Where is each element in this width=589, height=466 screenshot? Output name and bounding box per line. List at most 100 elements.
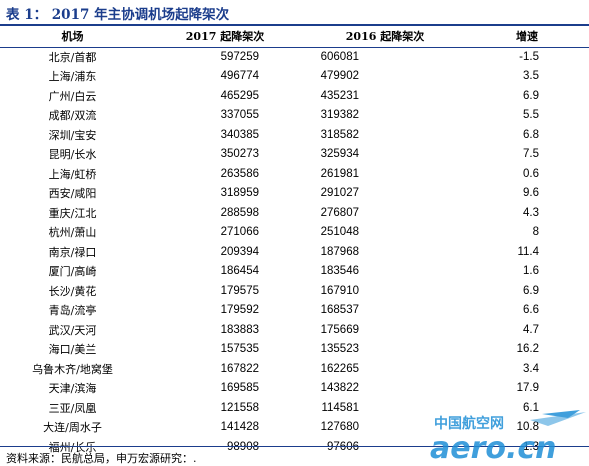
cell-growth: 8 xyxy=(532,226,539,238)
cell-2017: 186454 xyxy=(220,265,259,277)
cell-growth: 1.3 xyxy=(465,437,589,457)
cell-airport: 福州/长乐 xyxy=(0,437,145,457)
cell-airport: 重庆/江北 xyxy=(0,203,145,223)
cell-2017: 597259 xyxy=(145,47,305,67)
table-row: 深圳/宝安 340385 318582 6.8 xyxy=(0,125,589,145)
cell-2017: 141428 xyxy=(220,421,259,433)
table-row: 上海/浦东 496774 479902 3.5 xyxy=(0,67,589,87)
cell-airport: 青岛/流亭 xyxy=(48,304,97,317)
cell-2017: 340385 xyxy=(145,125,305,145)
cell-airport: 昆明/长水 xyxy=(48,148,97,161)
cell-airport: 海口/美兰 xyxy=(48,343,97,356)
cell-airport: 上海/浦东 xyxy=(48,70,97,83)
cell-growth: 16.2 xyxy=(516,343,539,355)
table-row: 杭州/萧山 271066 251048 8 xyxy=(0,223,589,243)
cell-2017: 167822 xyxy=(145,359,305,379)
airport-movements-table: 机场 2017 起降架次 2016 起降架次 增速 北京/首都 597259 606… xyxy=(0,27,589,457)
cell-2017: 157535 xyxy=(220,343,259,355)
aero-cn-logo: 中国航空网 aero.cn xyxy=(430,410,586,464)
table-row: 昆明/长水 350273 325934 7.5 xyxy=(0,145,589,165)
cell-2017: 209394 xyxy=(145,242,305,262)
cell-2016: 251048 xyxy=(320,226,359,238)
cell-airport: 广州/白云 xyxy=(0,86,145,106)
cell-growth: 3.4 xyxy=(465,359,589,379)
header-airport: 机场 xyxy=(61,30,84,43)
cell-2017: 121558 xyxy=(145,398,305,418)
cell-2016: 183546 xyxy=(320,265,359,277)
svg-text:aero.cn: aero.cn xyxy=(430,431,557,464)
cell-airport: 大连/周水子 xyxy=(43,421,102,434)
cell-airport: 上海/虹桥 xyxy=(0,164,145,184)
cell-2016: 127680 xyxy=(320,421,359,433)
cell-growth: -1.5 xyxy=(465,47,589,67)
cell-2017: 169585 xyxy=(220,382,259,394)
table-header-row: 机场 2017 起降架次 2016 起降架次 增速 xyxy=(0,27,589,47)
cell-2016: 276807 xyxy=(305,203,465,223)
cell-2016: 319382 xyxy=(320,109,359,121)
cell-2017: 263586 xyxy=(145,164,305,184)
table-row: 武汉/天河 183883 175669 4.7 xyxy=(0,320,589,340)
table-row: 上海/虹桥 263586 261981 0.6 xyxy=(0,164,589,184)
table-row: 乌鲁木齐/地窝堡 167822 162265 3.4 xyxy=(0,359,589,379)
cell-growth: 5.5 xyxy=(523,109,539,121)
cell-2016: 143822 xyxy=(320,382,359,394)
cell-growth: 6.8 xyxy=(465,125,589,145)
source-note: 资料来源：民航总局，申万宏源研究：. xyxy=(6,452,197,465)
cell-airport: 长沙/黄花 xyxy=(0,281,145,301)
cell-growth: 3.5 xyxy=(523,70,539,82)
table-row: 海口/美兰 157535 135523 16.2 xyxy=(0,340,589,360)
header-2017: 2017 起降架次 xyxy=(185,30,265,43)
table-row: 三亚/凤凰 121558 114581 6.1 xyxy=(0,398,589,418)
cell-growth: 1.6 xyxy=(523,265,539,277)
table-row: 成都/双流 337055 319382 5.5 xyxy=(0,106,589,126)
cell-airport: 厦门/高崎 xyxy=(48,265,97,278)
cell-2016: 135523 xyxy=(320,343,359,355)
cell-2017: 496774 xyxy=(220,70,259,82)
cell-airport: 武汉/天河 xyxy=(0,320,145,340)
cell-growth: 6.9 xyxy=(465,86,589,106)
cell-2017: 179592 xyxy=(220,304,259,316)
cell-2016: 168537 xyxy=(320,304,359,316)
cell-2017: 337055 xyxy=(220,109,259,121)
bottom-rule xyxy=(0,446,589,447)
cell-2016: 175669 xyxy=(305,320,465,340)
table-row: 重庆/江北 288598 276807 4.3 xyxy=(0,203,589,223)
cell-2017: 271066 xyxy=(220,226,259,238)
cell-growth: 17.9 xyxy=(516,382,539,394)
cell-airport: 南京/禄口 xyxy=(0,242,145,262)
cell-2016: 162265 xyxy=(305,359,465,379)
cell-growth: 9.6 xyxy=(523,187,539,199)
cell-2016: 479902 xyxy=(320,70,359,82)
cell-2016: 187968 xyxy=(305,242,465,262)
cell-airport: 西安/咸阳 xyxy=(48,187,97,200)
table-row: 南京/禄口 209394 187968 11.4 xyxy=(0,242,589,262)
cell-2017: 288598 xyxy=(145,203,305,223)
cell-2017: 179575 xyxy=(145,281,305,301)
header-2016: 2016 起降架次 xyxy=(345,30,425,43)
cell-airport: 深圳/宝安 xyxy=(0,125,145,145)
cell-2016: 167910 xyxy=(305,281,465,301)
cell-2016: 261981 xyxy=(305,164,465,184)
table-title: 表 1： 2017 年主协调机场起降架次 xyxy=(6,7,230,23)
table-row: 青岛/流亭 179592 168537 6.6 xyxy=(0,301,589,321)
cell-2017: 465295 xyxy=(145,86,305,106)
table-row: 福州/长乐 98908 97606 1.3 xyxy=(0,437,589,457)
cell-growth: 4.7 xyxy=(465,320,589,340)
svg-text:中国航空网: 中国航空网 xyxy=(434,415,504,432)
cell-2016: 291027 xyxy=(320,187,359,199)
table-row: 厦门/高崎 186454 183546 1.6 xyxy=(0,262,589,282)
cell-2016: 114581 xyxy=(305,398,465,418)
cell-2017: 183883 xyxy=(145,320,305,340)
cell-airport: 北京/首都 xyxy=(0,47,145,67)
table-row: 广州/白云 465295 435231 6.9 xyxy=(0,86,589,106)
cell-2017: 318959 xyxy=(220,187,259,199)
cell-growth: 0.6 xyxy=(465,164,589,184)
table-row: 大连/周水子 141428 127680 10.8 xyxy=(0,418,589,438)
cell-2016: 318582 xyxy=(305,125,465,145)
cell-airport: 乌鲁木齐/地窝堡 xyxy=(0,359,145,379)
cell-growth: 6.6 xyxy=(523,304,539,316)
cell-growth: 7.5 xyxy=(523,148,539,160)
cell-growth: 6.9 xyxy=(465,281,589,301)
table-row: 天津/滨海 169585 143822 17.9 xyxy=(0,379,589,399)
cell-growth: 10.8 xyxy=(516,421,539,433)
